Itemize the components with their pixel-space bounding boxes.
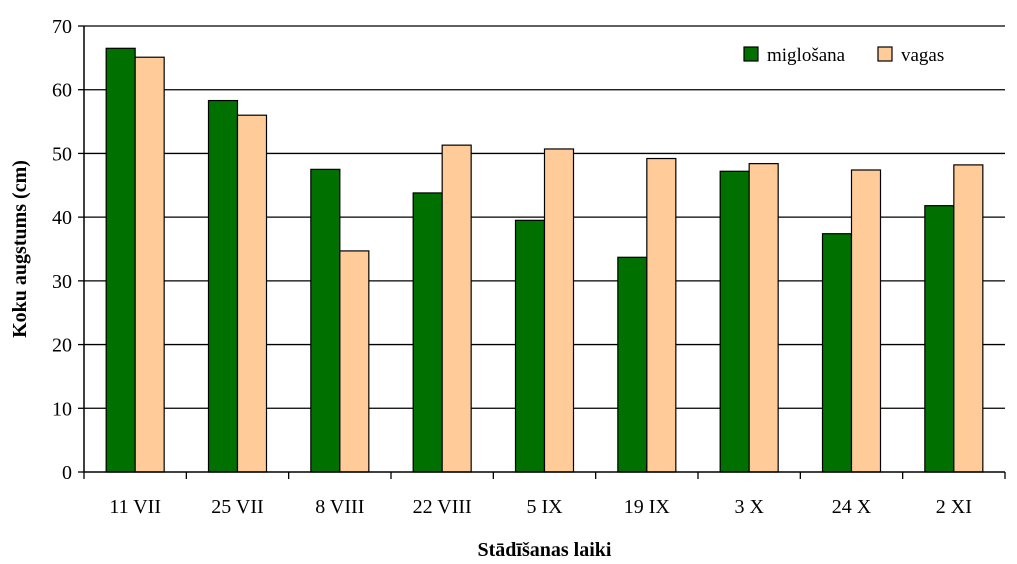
bar-vagas [441,144,472,473]
legend-label: miglošana [767,45,846,66]
y-tick-label: 0 [62,462,72,484]
bar-vagas [236,114,268,473]
x-tick-label: 2 XI [936,496,972,518]
y-tick-label: 20 [52,335,72,357]
legend-swatch [877,46,893,62]
bar-miglosana [412,192,443,473]
bar-vagas [543,148,575,473]
x-tick-label: 24 X [832,496,872,518]
y-tick-label: 10 [52,398,72,420]
y-axis-title: Koku augstums (cm) [9,160,31,338]
x-axis-title: Stādīšanas laiki [478,539,612,561]
bar-vagas [748,163,779,473]
legend-label: vagas [901,45,944,66]
y-tick-label: 40 [52,207,72,229]
x-axis-ticks: 11 VII 25 VII 8 VIII 22 VIII 5 IX 19 IX 3 X 24 … [83,472,1006,518]
bar-vagas [953,164,984,473]
y-tick-label: 30 [52,271,72,293]
bar-vagas [850,169,882,473]
legend-swatch [743,46,759,62]
y-axis-ticks: 0 10 20 30 40 50 60 70 [52,16,84,484]
y-tick-label: 60 [52,80,72,102]
x-tick-label: 5 IX [526,496,563,518]
x-tick-label: 8 VIII [315,496,364,518]
bar-miglosana [821,233,853,473]
bar-miglosana [617,256,648,473]
x-tick-label: 11 VII [109,496,161,518]
bar-vagas [134,56,165,473]
bar-miglosana [310,168,341,473]
bar-miglosana [924,205,955,473]
x-tick-label: 25 VII [211,496,263,518]
bar-miglosana [207,99,239,473]
legend: miglošana vagas [743,45,944,66]
axes [83,26,1005,473]
bar-vagas [646,157,677,473]
bar-vagas [339,250,370,473]
y-tick-label: 70 [52,16,72,38]
x-tick-label: 22 VIII [413,496,472,518]
x-tick-label: 19 IX [624,496,671,518]
y-tick-label: 50 [52,143,72,165]
bar-miglosana [514,219,546,473]
x-tick-label: 3 X [734,496,764,518]
bar-miglosana [105,47,136,473]
bar-miglosana [719,170,750,473]
bars [105,47,984,473]
